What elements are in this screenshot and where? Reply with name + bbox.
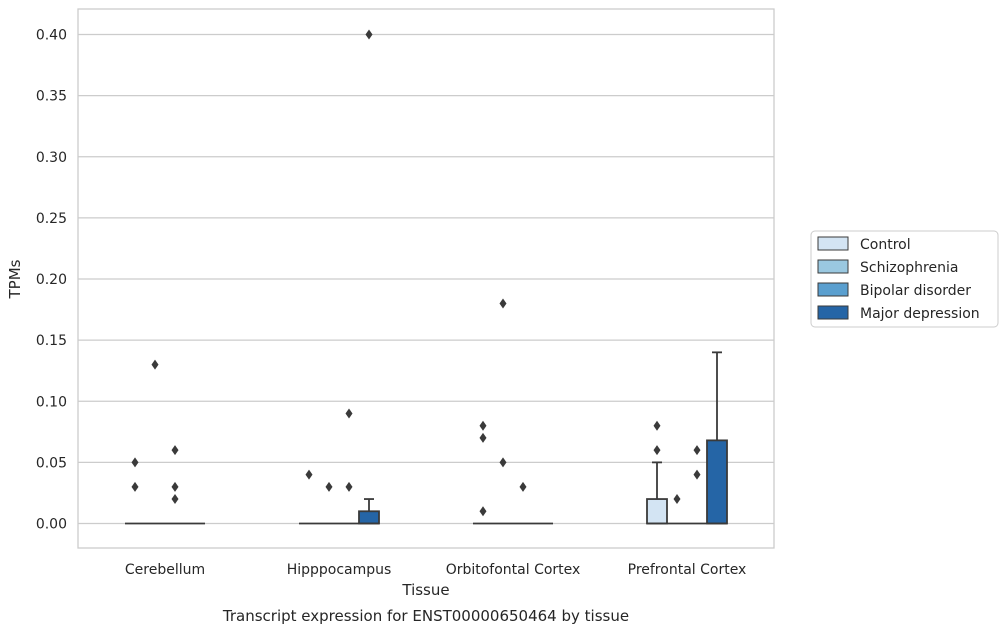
legend-swatch (817, 236, 849, 251)
box-1-3 (358, 29, 380, 525)
y-tick-label: 0.30 (36, 150, 67, 166)
outlier-point (325, 481, 333, 492)
outlier-point (131, 481, 139, 492)
plot-frame (77, 8, 775, 549)
box-1-0 (299, 469, 319, 525)
y-axis-label: TPMs (6, 259, 24, 299)
box-2-2 (513, 481, 533, 525)
chart-caption: Transcript expression for ENST0000065046… (222, 607, 629, 625)
y-tick-label: 0.25 (36, 211, 67, 227)
legend-swatch (817, 305, 849, 320)
box-3-1 (667, 494, 687, 525)
outlier-point (305, 469, 313, 480)
legend-frame (810, 230, 999, 328)
outlier-point (499, 298, 507, 309)
x-tick-label: Hipppocampus (287, 562, 392, 578)
legend-swatch (817, 259, 849, 274)
legend-label: Control (860, 237, 911, 253)
box-1-1 (319, 481, 339, 525)
outlier-point (499, 457, 507, 468)
x-tick-label: Cerebellum (125, 562, 205, 578)
outlier-point (479, 420, 487, 431)
box-body (646, 498, 668, 525)
outlier-point (171, 481, 179, 492)
y-tick-label: 0.35 (36, 89, 67, 105)
outlier-point (131, 457, 139, 468)
outlier-point (345, 481, 353, 492)
legend: Control Schizophrenia Bipolar disorder Majo… (810, 230, 999, 328)
y-tick-label: 0.00 (36, 517, 67, 533)
box-body (706, 439, 728, 525)
legend-label: Bipolar disorder (860, 283, 971, 299)
outlier-point (653, 445, 661, 456)
x-tick-labels: Cerebellum Hipppocampus Orbitofontal Corte… (125, 562, 746, 578)
outlier-point (365, 29, 373, 40)
box-0-2 (165, 445, 185, 525)
outlier-point (519, 481, 527, 492)
y-tick-label: 0.05 (36, 455, 67, 471)
box-0-0 (125, 457, 145, 525)
box-2-0 (473, 420, 493, 525)
legend-label: Major depression (860, 306, 980, 322)
y-tick-labels: 0.00 0.05 0.10 0.15 0.20 0.25 0.30 0.35 0.40 (36, 28, 67, 533)
outlier-point (171, 494, 179, 505)
outlier-point (673, 494, 681, 505)
y-tick-label: 0.20 (36, 272, 67, 288)
box-3-3 (706, 351, 728, 525)
legend-label: Schizophrenia (860, 260, 958, 276)
outlier-point (693, 445, 701, 456)
box-0-1 (145, 359, 165, 525)
box-1-2 (339, 408, 359, 525)
box-groups (125, 29, 728, 525)
y-tick-label: 0.15 (36, 333, 67, 349)
box-2-1 (493, 298, 513, 525)
outlier-point (151, 359, 159, 370)
box-body (358, 510, 380, 525)
outlier-point (345, 408, 353, 419)
y-tick-label: 0.10 (36, 394, 67, 410)
outlier-point (479, 506, 487, 517)
x-tick-label: Prefrontal Cortex (628, 562, 747, 578)
box-3-0 (646, 420, 668, 525)
legend-swatch (817, 282, 849, 297)
x-axis-label: Tissue (401, 581, 449, 599)
box-3-2 (687, 445, 707, 525)
outlier-point (653, 420, 661, 431)
outlier-point (479, 432, 487, 443)
outlier-point (171, 445, 179, 456)
x-tick-label: Orbitofontal Cortex (446, 562, 581, 578)
outlier-point (693, 469, 701, 480)
y-tick-label: 0.40 (36, 28, 67, 44)
